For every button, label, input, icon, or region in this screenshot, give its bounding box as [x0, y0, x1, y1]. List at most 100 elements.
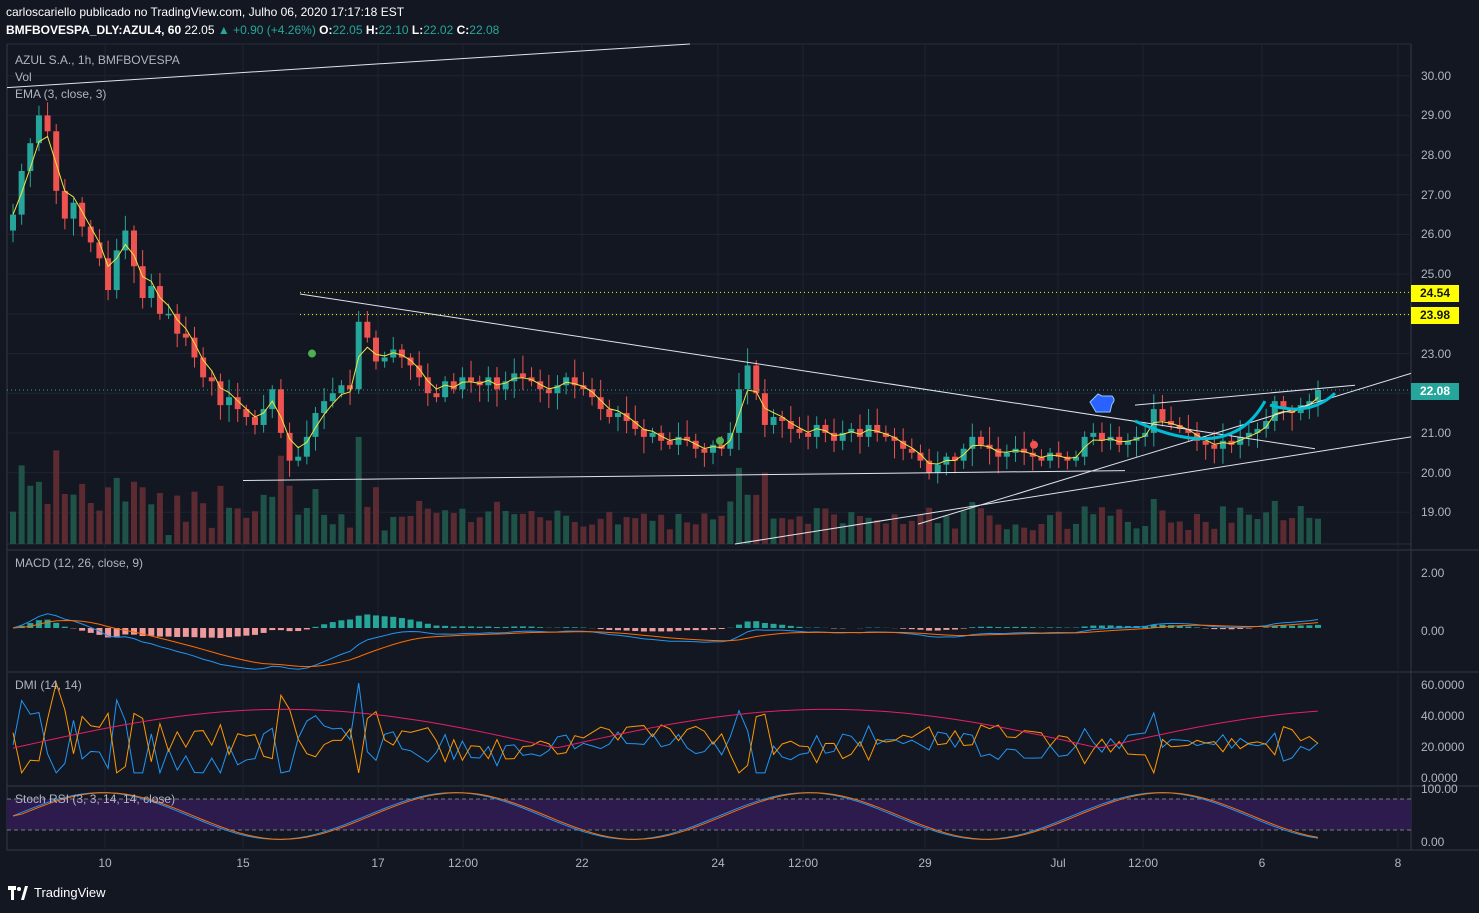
macd-histogram-bar — [44, 619, 51, 628]
candle-body — [952, 456, 959, 461]
candle-body — [848, 428, 855, 433]
volume-bar — [476, 517, 483, 544]
volume-bar — [796, 516, 803, 544]
volume-bar — [1081, 506, 1088, 544]
volume-bar — [1289, 518, 1296, 544]
macd-histogram-bar — [1289, 625, 1296, 628]
macd-histogram-bar — [87, 628, 94, 633]
volume-bar — [217, 485, 224, 544]
volume-bar — [614, 524, 621, 544]
dmi-plus-line — [12, 682, 1319, 775]
macd-histogram-bar — [286, 628, 293, 632]
macd-histogram-bar — [675, 628, 682, 631]
time-tick: 17 — [371, 856, 385, 870]
volume-bar — [1280, 520, 1287, 544]
macd-histogram-bar — [416, 621, 423, 628]
volume-bar — [969, 502, 976, 544]
volume-bar — [779, 518, 786, 544]
macd-histogram-bar — [113, 628, 120, 637]
macd-histogram-bar — [943, 628, 950, 630]
dmi-label[interactable]: DMI (14, 14) — [15, 678, 82, 692]
volume-label[interactable]: Vol — [15, 70, 32, 84]
candle-body — [856, 428, 863, 437]
volume-bar — [891, 514, 898, 544]
candle-body — [882, 432, 889, 437]
volume-bar — [1185, 529, 1192, 544]
volume-bar — [1055, 511, 1062, 544]
volume-bar — [407, 515, 414, 544]
macd-histogram-bar — [139, 628, 146, 637]
macd-histogram-bar — [735, 624, 742, 628]
macd-histogram-bar — [476, 626, 483, 628]
macd-histogram-bar — [1124, 626, 1131, 628]
candle-body — [753, 365, 760, 394]
macd-histogram-bar — [364, 614, 371, 628]
macd-histogram-bar — [243, 628, 250, 636]
stoch-rsi-label[interactable]: Stoch RSI (3, 3, 14, 14, close) — [15, 792, 176, 806]
candle-body — [831, 432, 838, 441]
price-tick: 19.00 — [1421, 505, 1452, 520]
candle-body — [718, 444, 725, 449]
volume-bar — [1150, 498, 1157, 544]
volume-bar — [632, 518, 639, 544]
support-price-tag: 23.98 — [1411, 307, 1459, 324]
macd-histogram-bar — [1228, 628, 1235, 630]
high-value: 22.10 — [378, 23, 409, 37]
macd-histogram-bar — [105, 628, 112, 638]
buy-signal-dot — [308, 349, 316, 358]
macd-histogram-bar — [744, 621, 751, 628]
volume-bar — [364, 506, 371, 544]
candle-body — [433, 393, 440, 398]
macd-histogram-bar — [450, 626, 457, 628]
price-tick: 27.00 — [1421, 187, 1452, 202]
volume-bar — [53, 450, 60, 544]
volume-bar — [1211, 528, 1218, 544]
macd-histogram-bar — [260, 628, 267, 633]
trend-line — [299, 293, 1316, 450]
candle-body — [822, 424, 829, 433]
candle-body — [934, 464, 941, 473]
macd-histogram-bar — [761, 622, 768, 628]
candle-body — [61, 190, 68, 219]
macd-label[interactable]: MACD (12, 26, close, 9) — [15, 556, 144, 570]
stoch-band — [7, 799, 1411, 830]
volume-bar — [122, 501, 129, 544]
macd-histogram-bar — [502, 626, 509, 628]
macd-histogram-bar — [381, 616, 388, 628]
macd-histogram-bar — [1237, 628, 1244, 629]
volume-bar — [710, 519, 717, 544]
volume-bar — [243, 517, 250, 544]
candle-body — [1073, 456, 1080, 461]
candle-body — [1211, 444, 1218, 449]
macd-histogram-bar — [1219, 628, 1226, 630]
volume-bar — [113, 477, 120, 544]
macd-histogram-bar — [1297, 625, 1304, 628]
volume-bar — [44, 504, 51, 544]
volume-bar — [442, 510, 449, 544]
macd-histogram-bar — [977, 626, 984, 628]
macd-histogram-bar — [148, 628, 155, 636]
tradingview-brand[interactable]: TradingView — [8, 885, 106, 900]
candle-body — [329, 393, 336, 402]
candle-body — [917, 452, 924, 461]
macd-histogram-bar — [200, 628, 207, 638]
candle-body — [381, 357, 388, 362]
ema-label[interactable]: EMA (3, close, 3) — [15, 87, 107, 101]
candle-body — [1254, 428, 1261, 433]
volume-bar — [1012, 524, 1019, 544]
macd-histogram-bar — [468, 626, 475, 628]
macd-histogram-bar — [1090, 625, 1097, 628]
macd-histogram-bar — [519, 626, 526, 628]
volume-bar — [735, 467, 742, 544]
volume-bar — [1116, 509, 1123, 544]
macd-histogram-bar — [226, 628, 233, 638]
candle-body — [364, 321, 371, 338]
volume-bar — [813, 508, 820, 544]
volume-bar — [684, 522, 691, 544]
macd-histogram-bar — [79, 628, 86, 631]
candle-body — [338, 385, 345, 394]
candle-body — [122, 230, 129, 251]
volume-bar — [995, 524, 1002, 544]
macd-histogram-bar — [18, 625, 25, 628]
